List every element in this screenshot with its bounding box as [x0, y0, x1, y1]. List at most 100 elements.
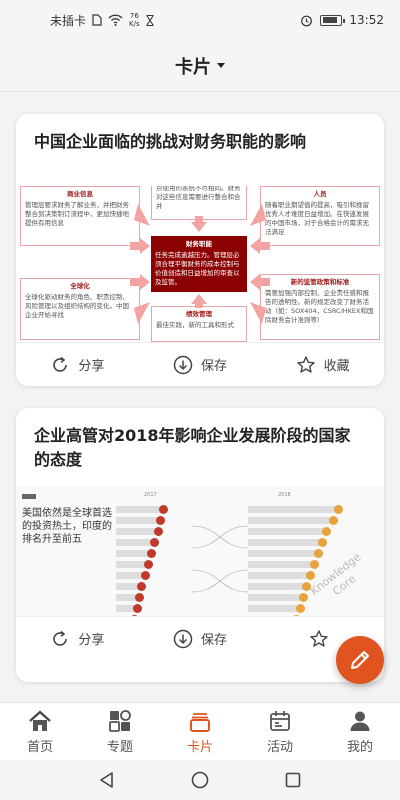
favorite-button[interactable]: 收藏	[261, 355, 384, 375]
card-title[interactable]: 中国企业面临的挑战对财务职能的影响	[34, 132, 307, 151]
nav-item-cards[interactable]: 卡片	[160, 703, 240, 760]
alarm-icon	[301, 15, 313, 26]
card-feed[interactable]: 中国企业面临的挑战对财务职能的影响 商业信息 管理层要求财务了解业务，并把财务整…	[0, 92, 400, 702]
ranking-row	[116, 526, 168, 536]
ranking-bar	[248, 527, 326, 535]
ranking-row	[248, 504, 343, 514]
status-left: 未插卡 76 K/s	[50, 12, 154, 29]
save-label: 保存	[201, 633, 228, 648]
ranking-dot	[154, 526, 163, 536]
card-image-diagram[interactable]: 商业信息 管理层要求财务了解业务，并把财务整合到决策制订流程中，更加快捷地提供有…	[16, 186, 384, 342]
ranking-row	[116, 603, 168, 613]
ranking-bar	[248, 560, 314, 568]
ranking-dot	[318, 537, 327, 547]
ranking-dot	[310, 559, 319, 569]
diagram-head: 全球化	[70, 282, 90, 290]
carrier-text: 未插卡	[50, 13, 87, 28]
ranking-dot	[314, 548, 323, 558]
diagram-text: 管理层要求财务了解业务，并把财务整合到决策制订流程中，更加快捷地提供有用信息	[25, 201, 129, 227]
diagram-box-globalization: 全球化 全球化驱动财务的角色、职责控制、风险管理以及组织结构的变化。中国企业开始…	[20, 278, 140, 340]
share-button[interactable]: 分享	[16, 355, 139, 375]
ranking-row	[116, 504, 168, 514]
status-bar: 未插卡 76 K/s 13:52	[0, 0, 400, 40]
cards-icon	[190, 712, 210, 732]
header: 卡片	[0, 40, 400, 92]
ranking-dot	[292, 614, 301, 616]
nav-label: 专题	[106, 739, 133, 755]
ranking-dot	[144, 559, 153, 569]
diagram-head: 新的监管政策和标准	[290, 278, 350, 286]
diagram-arrows	[130, 204, 270, 324]
ranking-dot	[159, 504, 168, 514]
star-icon	[309, 629, 328, 647]
nav-label: 活动	[266, 739, 293, 755]
ranking-dot	[296, 603, 305, 613]
page-title[interactable]: 卡片	[175, 56, 211, 78]
system-nav-bar	[0, 760, 400, 800]
ranking-row	[116, 537, 168, 547]
ranking-bar	[116, 571, 145, 579]
back-icon[interactable]	[98, 771, 116, 789]
net-speed-unit: K/s	[129, 20, 140, 28]
ranking-bar	[248, 516, 333, 524]
share-button[interactable]: 分享	[16, 629, 139, 649]
ranking-dot	[156, 515, 165, 525]
card[interactable]: 企业高管对2018年影响企业发展阶段的国家的态度 美国依然是全球首选的投资热土，…	[16, 408, 384, 682]
diagram-text: 点使用的系统不尽相同。财务对这些信息需要进行整合和合并	[156, 186, 241, 210]
ranking-row	[248, 592, 343, 602]
card-image-ranking-figure[interactable]: 美国依然是全球首选的投资热土，印度的排名升至前五 2017 2018 Knowl…	[16, 486, 384, 616]
card[interactable]: 中国企业面临的挑战对财务职能的影响 商业信息 管理层要求财务了解业务，并把财务整…	[16, 114, 384, 386]
ranking-row	[248, 526, 343, 536]
ranking-column-2018	[248, 504, 343, 616]
edit-fab-button[interactable]	[336, 636, 384, 684]
diagram-head: 人员	[313, 190, 327, 198]
favorite-button[interactable]	[261, 629, 384, 649]
diagram-arrow	[250, 238, 270, 254]
ranking-bar	[116, 527, 158, 535]
figure-tag	[22, 494, 36, 499]
download-icon	[173, 355, 193, 374]
nav-label: 我的	[346, 739, 373, 755]
ranking-bar	[116, 604, 137, 612]
download-icon	[173, 629, 193, 648]
ranking-dot	[135, 592, 144, 602]
ranking-dot	[299, 592, 308, 602]
topics-icon	[109, 709, 131, 732]
diagram-arrow	[134, 204, 150, 226]
ranking-row	[116, 570, 168, 580]
ranking-dot	[150, 537, 159, 547]
ranking-dot	[133, 603, 142, 613]
card-actions: 分享 保存 收藏	[16, 342, 384, 386]
nav-item-events[interactable]: 活动	[240, 703, 320, 760]
ranking-row	[248, 581, 343, 591]
ranking-dot	[141, 570, 150, 580]
save-button[interactable]: 保存	[139, 629, 262, 649]
nav-item-topics[interactable]: 专题	[80, 703, 160, 760]
card-actions: 分享 保存	[16, 616, 384, 660]
card-title[interactable]: 企业高管对2018年影响企业发展阶段的国家的态度	[34, 426, 351, 469]
ranking-row	[248, 570, 343, 580]
home-circle-icon[interactable]	[191, 771, 209, 789]
ranking-bar	[116, 593, 139, 601]
nav-item-home[interactable]: 首页	[0, 703, 80, 760]
diagram-box-people: 人员 随着职业期望值的提高，吸引和挽留优秀人才难度日益增加。在快速发展的中国市场…	[260, 186, 380, 246]
diagram-arrow	[130, 274, 150, 290]
ranking-dot	[302, 581, 311, 591]
ranking-connector	[192, 525, 248, 549]
diagram-box-systems: 点使用的系统不尽相同。财务对这些信息需要进行整合和合并	[151, 186, 247, 220]
ranking-dot	[334, 504, 343, 514]
ranking-row	[116, 515, 168, 525]
pencil-icon	[351, 651, 369, 669]
diagram-box-performance: 绩效管理 最佳实践，新的工具和形式	[151, 306, 247, 342]
hourglass-icon	[146, 14, 154, 26]
caret-down-icon[interactable]	[217, 63, 225, 68]
save-button[interactable]: 保存	[139, 355, 262, 375]
col-right-label: 2018	[278, 492, 291, 498]
sim-icon	[92, 14, 102, 26]
calendar-icon	[270, 710, 290, 731]
nav-item-profile[interactable]: 我的	[320, 703, 400, 760]
ranking-bar	[248, 582, 306, 590]
recents-icon[interactable]	[284, 771, 302, 789]
bottom-nav: 首页 专题 卡片 活动 我的	[0, 702, 400, 760]
ranking-dot	[329, 515, 338, 525]
